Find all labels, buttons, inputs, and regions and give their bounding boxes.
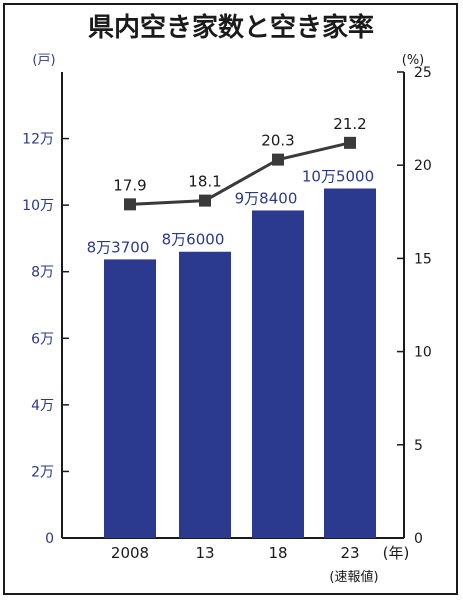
x-tick-label: 18	[268, 544, 287, 562]
left-tick-label: 6万	[31, 331, 54, 347]
left-tick-label: 0	[45, 531, 54, 547]
chart-title: 県内空き家数と空き家率	[88, 12, 374, 43]
rate-marker	[344, 136, 356, 149]
bar	[252, 210, 304, 538]
right-tick-label: 25	[414, 65, 432, 81]
bar	[104, 259, 156, 538]
x-axis-ticks: 2008 13 18 23	[111, 544, 360, 562]
x-axis-note: (速報値)	[329, 569, 378, 585]
bar-value-label: 9万8400	[235, 189, 298, 207]
rate-value-label: 20.3	[261, 132, 294, 150]
left-tick-label: 8万	[31, 265, 54, 281]
bar-value-label: 8万6000	[162, 231, 225, 249]
right-tick-label: 10	[414, 345, 432, 361]
left-tick-label: 2万	[31, 464, 54, 480]
right-tick-label: 0	[414, 531, 423, 547]
bar	[324, 188, 376, 538]
left-tick-label: 4万	[31, 398, 54, 414]
x-tick-label: 23	[340, 544, 359, 562]
rate-value-label: 18.1	[188, 173, 221, 191]
right-axis-unit: (%)	[402, 53, 425, 68]
bar	[179, 251, 231, 538]
x-tick-label: 2008	[111, 544, 149, 562]
rate-marker	[124, 198, 136, 211]
x-tick-label: 13	[195, 544, 214, 562]
rate-marker	[272, 153, 284, 166]
rate-value-label: 21.2	[333, 115, 366, 133]
right-tick-label: 15	[414, 251, 432, 267]
axes: 0 2万 4万 6万 8万 10万 12万 0 5 10 15 20 25	[22, 65, 432, 547]
rate-marker	[199, 194, 211, 207]
x-axis-unit: (年)	[383, 544, 410, 562]
rate-line	[129, 141, 351, 206]
left-axis-unit: (戸)	[32, 53, 55, 68]
rate-line-series	[124, 136, 356, 211]
bar-value-label: 8万3700	[87, 238, 150, 256]
bar-value-label: 10万5000	[302, 168, 374, 186]
right-tick-label: 5	[414, 438, 423, 454]
left-tick-label: 12万	[22, 132, 54, 148]
bar-series	[104, 188, 376, 538]
rate-value-label: 17.9	[113, 176, 146, 194]
right-tick-label: 20	[414, 158, 432, 174]
left-tick-label: 10万	[22, 198, 54, 214]
rate-value-labels: 17.9 18.1 20.3 21.2	[113, 115, 366, 195]
